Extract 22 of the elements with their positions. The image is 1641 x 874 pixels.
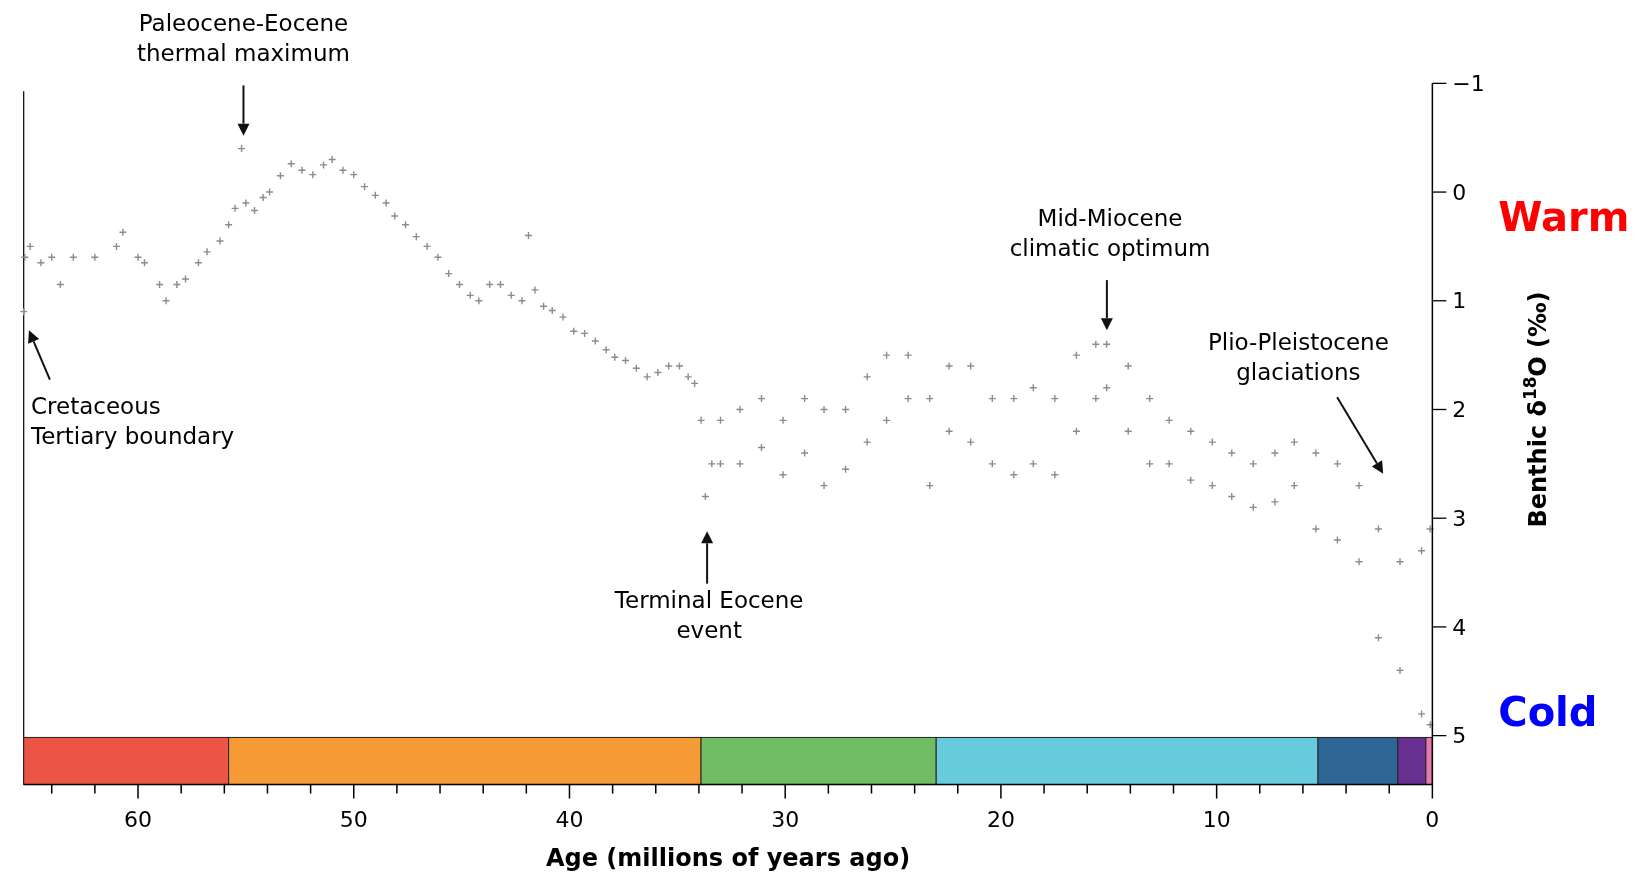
text: Cold <box>1498 688 1598 735</box>
annotation: Cretaceous Tertiary boundary <box>30 393 235 449</box>
y-tick-label: −1 <box>1452 71 1485 97</box>
text: Paleocene-Eocene thermal maximum <box>137 10 350 66</box>
y-tick-label: 0 <box>1452 179 1467 205</box>
x-tick-label: 0 <box>1425 806 1440 832</box>
annotation: Mid-Miocene climatic optimum <box>1009 204 1211 261</box>
annotation: Terminal Eocene event <box>613 586 804 643</box>
y-tick-label: 2 <box>1452 397 1467 423</box>
x-tick-label: 60 <box>124 806 153 832</box>
x-tick-label: 20 <box>986 806 1015 832</box>
x-tick-label: 40 <box>555 806 584 832</box>
y-tick-label: 3 <box>1452 505 1467 531</box>
y-tick-label: 4 <box>1452 614 1467 640</box>
x-tick-label: 30 <box>771 806 800 832</box>
y-tick-label: 1 <box>1452 288 1467 314</box>
x-tick-label: 50 <box>339 806 368 832</box>
text: Warm <box>1498 193 1630 240</box>
annotation: Plio-Pleistocene glaciations <box>1207 329 1389 386</box>
x-axis-title: Age (millions of years ago) <box>545 844 911 872</box>
y-tick-label: 5 <box>1452 723 1467 749</box>
x-tick-label: 10 <box>1202 806 1231 832</box>
